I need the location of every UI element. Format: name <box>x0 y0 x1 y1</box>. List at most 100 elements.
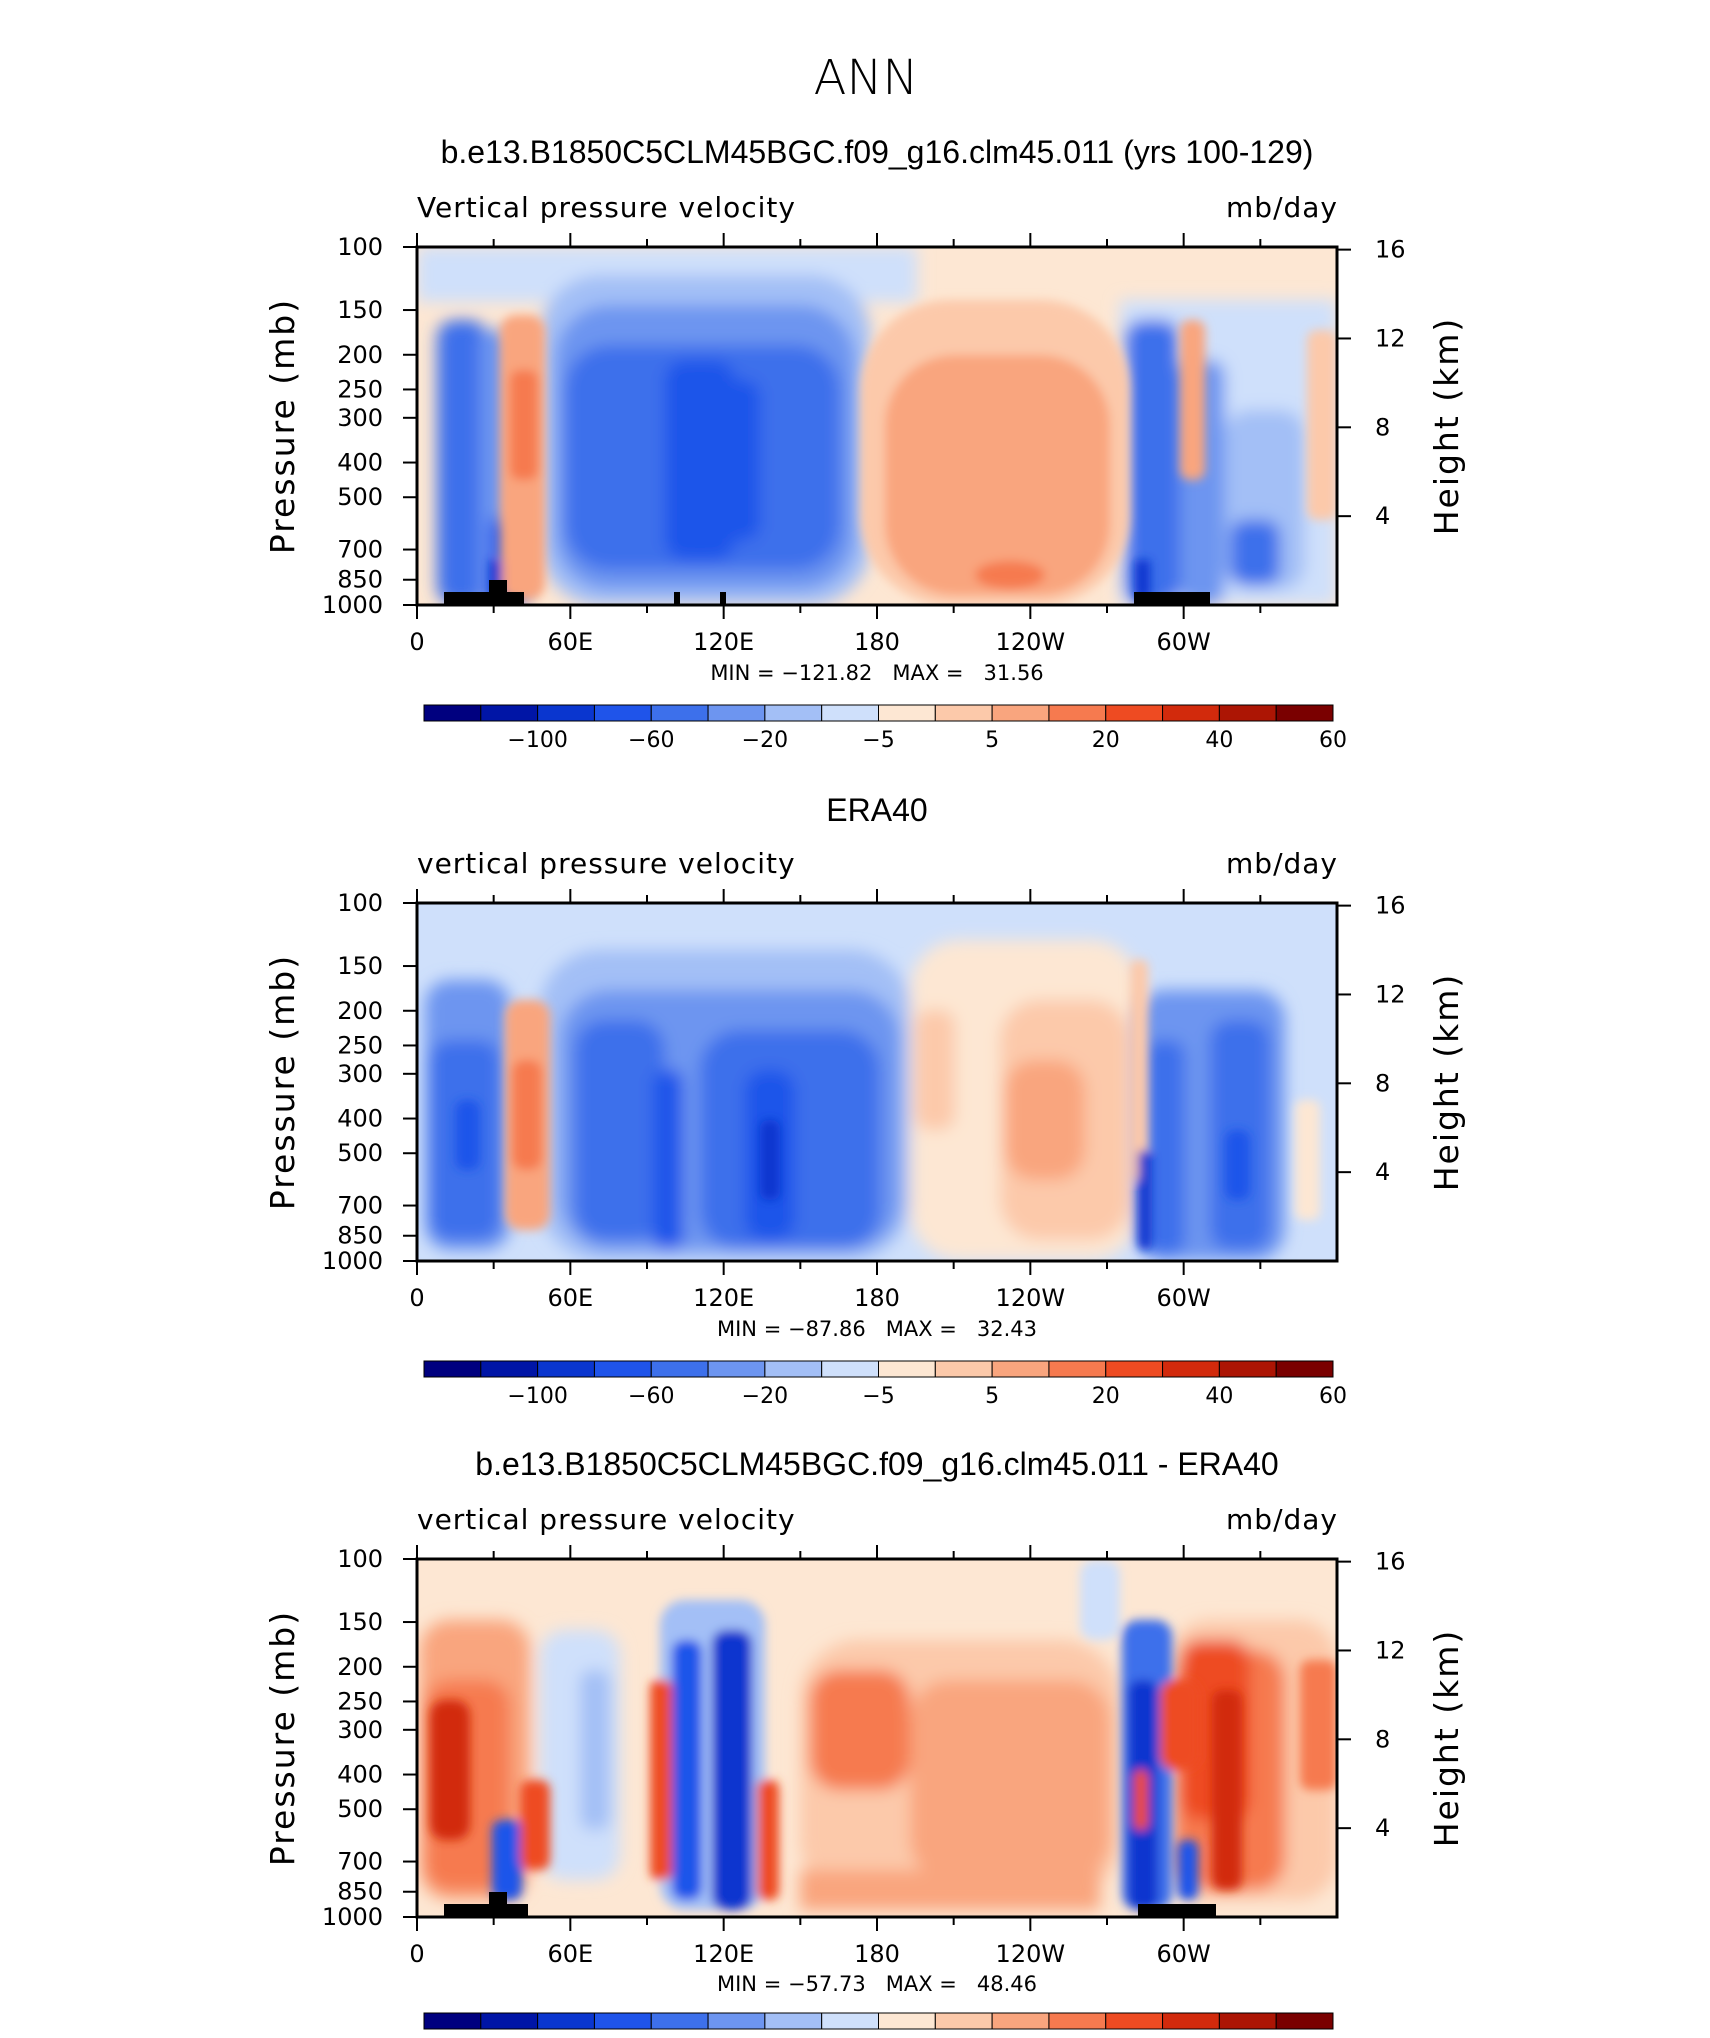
panel-title: b.e13.B1850C5CLM45BGC.f09_g16.clm45.011 … <box>475 1446 1278 1482</box>
colorbar-box <box>934 2012 993 2030</box>
colorbar-box <box>1218 1360 1277 1378</box>
x-tick-label: 60E <box>547 1284 593 1312</box>
colorbar-label: 40 <box>1205 1384 1233 1409</box>
colorbar-box <box>764 704 823 722</box>
colorbar-box <box>878 1360 936 1378</box>
y-tick-label: 200 <box>337 1653 383 1681</box>
colorbar-box <box>991 2012 1050 2030</box>
colorbar-box <box>1105 2012 1164 2030</box>
x-tick-label: 120E <box>693 1940 754 1968</box>
colorbar: −100 −60 −20 −5 5 20 40 60 <box>423 704 1347 753</box>
colorbar-box <box>423 704 482 722</box>
y-tick-label: 150 <box>337 952 383 980</box>
figure-title: ANN <box>814 50 919 106</box>
colorbar-box <box>821 704 879 722</box>
colorbar-label: −60 <box>628 1384 674 1409</box>
colorbar-label: −15 <box>685 2036 731 2038</box>
y-tick-label: 400 <box>337 449 383 477</box>
y-tick-label: 100 <box>337 233 383 261</box>
colorbar-label: −5 <box>862 1384 894 1409</box>
x-tick-label: 60E <box>547 1940 593 1968</box>
colorbar-box <box>1048 704 1107 722</box>
colorbar-box <box>1218 2012 1277 2030</box>
right-tick-label: 4 <box>1375 502 1390 530</box>
min-max-text: MIN = −87.86 MAX = 32.43 <box>717 1317 1037 1341</box>
colorbar-box <box>480 704 539 722</box>
contour-field <box>417 1559 1337 1917</box>
right-tick-label: 16 <box>1375 892 1406 920</box>
y-tick-label: 700 <box>337 1848 383 1876</box>
colorbar-label: −20 <box>742 1384 788 1409</box>
topography <box>444 580 1210 605</box>
y-tick-label: 100 <box>337 889 383 917</box>
y-tick-label: 200 <box>337 997 383 1025</box>
colorbar-box <box>991 1360 1050 1378</box>
y-tick-label: 850 <box>337 566 383 594</box>
colorbar-label: 15 <box>1035 2036 1063 2038</box>
colorbar-box <box>1218 704 1277 722</box>
y-tick-label: 300 <box>337 1716 383 1744</box>
colorbar-label: 5 <box>985 1384 999 1409</box>
colorbar-box <box>593 1360 652 1378</box>
right-tick-label: 12 <box>1375 980 1406 1008</box>
x-tick-label: 60E <box>547 628 593 656</box>
y-tick-label: 500 <box>337 483 383 511</box>
colorbar-label: −10 <box>742 2036 788 2038</box>
colorbar-box <box>593 704 652 722</box>
y-tick-label: 1000 <box>322 591 383 619</box>
colorbar-box <box>1162 704 1220 722</box>
colorbar-label: 10 <box>978 2036 1006 2038</box>
min-max-text: MIN = −57.73 MAX = 48.46 <box>717 1972 1037 1996</box>
x-tick-label: 60W <box>1157 628 1211 656</box>
colorbar-box <box>878 704 936 722</box>
x-tick-label: 0 <box>409 1940 424 1968</box>
y-tick-label: 150 <box>337 296 383 324</box>
y-axis-label: Pressure (mb) <box>263 298 302 554</box>
min-max-text: MIN = −121.82 MAX = 31.56 <box>710 661 1043 685</box>
colorbar-label: 5 <box>985 728 999 753</box>
colorbar-box <box>537 1360 595 1378</box>
colorbar-box <box>423 2012 482 2030</box>
colorbar-box <box>821 2012 879 2030</box>
x-tick-label: 120W <box>996 1284 1066 1312</box>
colorbar-label: −20 <box>742 728 788 753</box>
y-tick-label: 250 <box>337 375 383 403</box>
y-tick-label: 100 <box>337 1545 383 1573</box>
x-tick-label: 180 <box>854 1284 900 1312</box>
x-tick-label: 120E <box>693 1284 754 1312</box>
panel-difference: b.e13.B1850C5CLM45BGC.f09_g16.clm45.011 … <box>263 1446 1466 2038</box>
right-tick-label: 8 <box>1375 1725 1390 1753</box>
y-tick-label: 1000 <box>322 1247 383 1275</box>
right-tick-label: 12 <box>1375 324 1406 352</box>
colorbar-label: 50 <box>1262 2036 1290 2038</box>
x-tick-label: 60W <box>1157 1940 1211 1968</box>
contour-field <box>417 903 1337 1261</box>
variable-label: vertical pressure velocity <box>417 1503 796 1536</box>
units-label: mb/day <box>1226 191 1338 224</box>
right-tick-label: 16 <box>1375 236 1406 264</box>
x-tick-label: 120W <box>996 1940 1066 1968</box>
colorbar-box <box>537 704 595 722</box>
colorbar-box <box>1275 704 1334 722</box>
y-tick-label: 1000 <box>322 1903 383 1931</box>
colorbar-label: 20 <box>1092 2036 1120 2038</box>
x-tick-label: 0 <box>409 628 424 656</box>
colorbar-label: −5 <box>862 728 894 753</box>
colorbar-label: 40 <box>1205 2036 1233 2038</box>
colorbar-label: 60 <box>1319 728 1347 753</box>
colorbar-box <box>650 1360 709 1378</box>
right-tick-label: 12 <box>1375 1636 1406 1664</box>
y-tick-label: 400 <box>337 1761 383 1789</box>
y-tick-label: 200 <box>337 341 383 369</box>
variable-label: Vertical pressure velocity <box>417 191 796 224</box>
panel-title: b.e13.B1850C5CLM45BGC.f09_g16.clm45.011 … <box>441 134 1314 170</box>
colorbar-label: −60 <box>628 728 674 753</box>
colorbar-box <box>1275 1360 1334 1378</box>
colorbar-label: 5 <box>928 2036 942 2038</box>
y-tick-label: 700 <box>337 1192 383 1220</box>
colorbar-label: −50 <box>458 2036 504 2038</box>
x-tick-label: 120E <box>693 628 754 656</box>
